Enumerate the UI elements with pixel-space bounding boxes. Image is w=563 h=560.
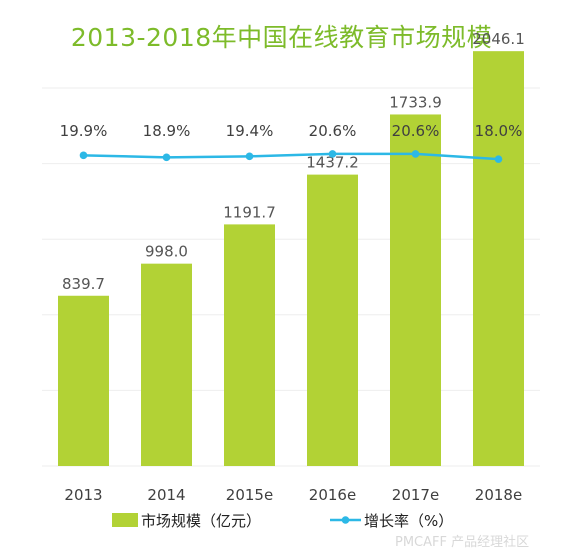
x-tick-label: 2017e [392, 486, 439, 504]
legend-bar-swatch [112, 513, 138, 527]
bar-value-label: 1733.9 [389, 93, 442, 111]
growth-rate-point [328, 150, 337, 158]
bar-value-label: 839.7 [62, 275, 105, 293]
x-axis-ticks: 2013 2014 2015e 2016e 2017e 2018e [64, 486, 522, 504]
growth-rate-point [162, 153, 171, 162]
legend-line-marker [341, 516, 350, 524]
bar [58, 295, 109, 466]
growth-rate-point [494, 155, 503, 163]
bar-value-label: 1437.2 [306, 154, 359, 172]
growth-rate-label: 20.6% [392, 122, 440, 140]
watermark: PMCAFF 产品经理社区 [395, 534, 529, 550]
growth-rate-label: 18.9% [143, 122, 191, 140]
bar-value-label: 998.0 [145, 243, 188, 261]
growth-rate-labels: 19.9% 18.9% 19.4% 20.6% 20.6% 18.0% [60, 122, 523, 140]
growth-rate-point [411, 150, 420, 158]
bar [473, 51, 524, 466]
chart-title: 2013-2018年中国在线教育市场规模 [70, 23, 493, 52]
grid-lines [42, 87, 540, 467]
x-tick-label: 2015e [226, 486, 273, 504]
growth-rate-point [79, 151, 88, 160]
growth-rate-label: 20.6% [309, 122, 357, 140]
bar [141, 263, 192, 466]
bar-value-label: 2046.1 [472, 30, 525, 48]
x-tick-label: 2013 [64, 486, 102, 504]
x-tick-label: 2016e [309, 486, 356, 504]
x-tick-label: 2014 [147, 486, 185, 504]
bar-series [58, 51, 524, 466]
growth-rate-point [245, 152, 254, 161]
growth-rate-label: 18.0% [475, 122, 523, 140]
bar-value-labels: 839.7 998.0 1191.7 1437.2 1733.9 2046.1 [62, 30, 525, 293]
legend-bar-label: 市场规模（亿元） [141, 512, 261, 530]
legend: 市场规模（亿元） 增长率（%） [112, 512, 453, 530]
x-tick-label: 2018e [475, 486, 522, 504]
bar-value-label: 1191.7 [223, 203, 276, 221]
growth-rate-series [79, 150, 503, 163]
bar [390, 114, 441, 466]
growth-rate-label: 19.9% [60, 122, 108, 140]
growth-rate-label: 19.4% [226, 122, 274, 140]
legend-line-label: 增长率（%） [364, 512, 453, 530]
growth-rate-line [83, 152, 499, 161]
bar [224, 224, 275, 466]
bar [307, 174, 358, 466]
